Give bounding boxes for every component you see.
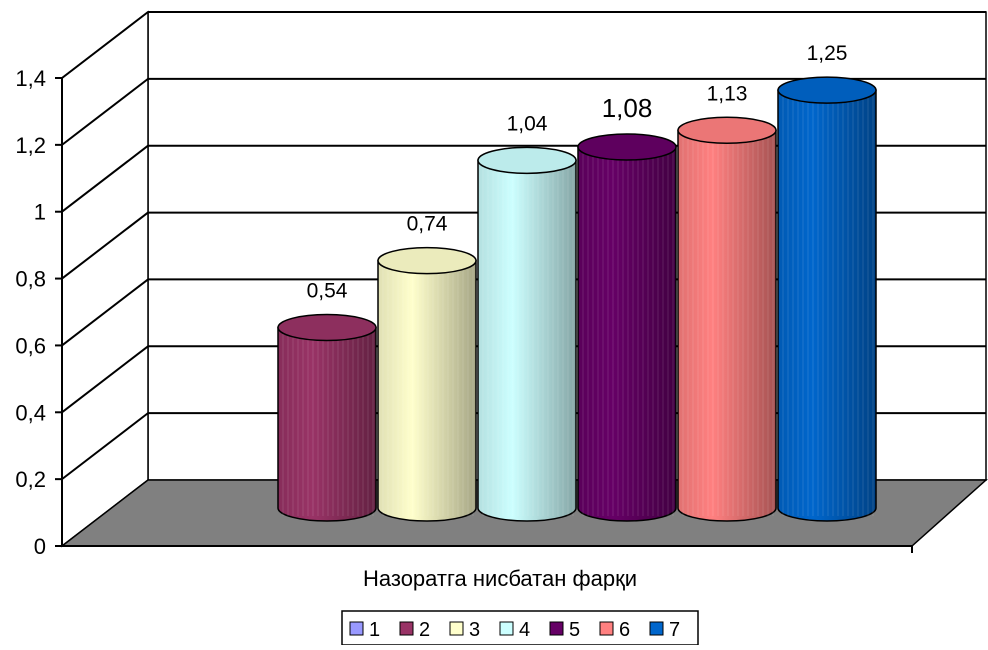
gridline-side <box>61 78 149 146</box>
legend-label: 5 <box>569 619 580 641</box>
axes: 0 0,2 0,4 0,6 0,8 1 1,2 1,4 <box>15 66 913 559</box>
y-tick-label: 0,4 <box>15 400 46 425</box>
data-label: 1,13 <box>707 82 748 105</box>
gridline-side <box>61 278 149 347</box>
gridline-side <box>61 144 149 213</box>
bar-body <box>777 89 877 522</box>
legend-swatch <box>649 621 664 636</box>
y-tick-label: 0,6 <box>15 333 46 358</box>
gridline-side <box>61 412 149 480</box>
legend: 1 2 3 4 5 6 7 <box>341 610 699 646</box>
bar-series-6 <box>677 116 777 522</box>
bar-top <box>477 146 577 175</box>
legend-label: 4 <box>519 619 530 641</box>
legend-label: 7 <box>669 619 680 641</box>
bar-body <box>377 259 477 522</box>
data-label: 0,74 <box>407 213 448 236</box>
y-tick-label: 0,8 <box>15 267 46 292</box>
legend-swatch <box>549 621 564 636</box>
bar-top <box>577 133 677 161</box>
side-wall <box>61 10 149 548</box>
gridline-side <box>61 211 149 280</box>
data-labels: 0,54 0,74 1,04 1,08 1,13 1,25 <box>307 42 848 302</box>
data-label: 1,25 <box>807 42 848 65</box>
bar-top <box>677 116 777 145</box>
y-tick-label: 0,2 <box>15 467 46 492</box>
legend-swatch <box>399 621 414 636</box>
bar-body <box>577 146 677 522</box>
legend-label: 1 <box>369 619 380 641</box>
gridline-side <box>61 11 149 79</box>
legend-swatch <box>349 621 364 636</box>
bar-series-4 <box>477 146 577 522</box>
y-tick-label: 0 <box>34 534 46 559</box>
bar-series-2 <box>277 313 377 522</box>
legend-label: 2 <box>419 619 430 641</box>
gridline-side <box>61 345 149 414</box>
bar-series-5 <box>577 133 677 522</box>
data-label: 1,04 <box>507 112 548 135</box>
bar-series-3 <box>377 246 477 522</box>
legend-swatch <box>599 621 614 636</box>
bar-body <box>477 159 577 522</box>
data-label: 0,54 <box>307 279 348 302</box>
y-tick-label: 1,2 <box>15 133 46 158</box>
bars <box>277 76 877 522</box>
legend-swatch <box>499 621 514 636</box>
y-tick-label: 1 <box>34 200 46 225</box>
legend-label: 3 <box>469 619 480 641</box>
legend-swatch <box>449 621 464 636</box>
bar-top <box>777 76 877 104</box>
x-axis-title: Назоратга нисбатан фарқи <box>363 566 637 591</box>
bar-series-7 <box>777 76 877 522</box>
bar-top <box>377 246 477 275</box>
bar-body <box>277 326 377 522</box>
legend-label: 6 <box>619 619 630 641</box>
data-label: 1,08 <box>602 93 653 123</box>
bar-top <box>277 313 377 342</box>
bar-body <box>677 129 777 522</box>
y-tick-label: 1,4 <box>15 66 46 91</box>
